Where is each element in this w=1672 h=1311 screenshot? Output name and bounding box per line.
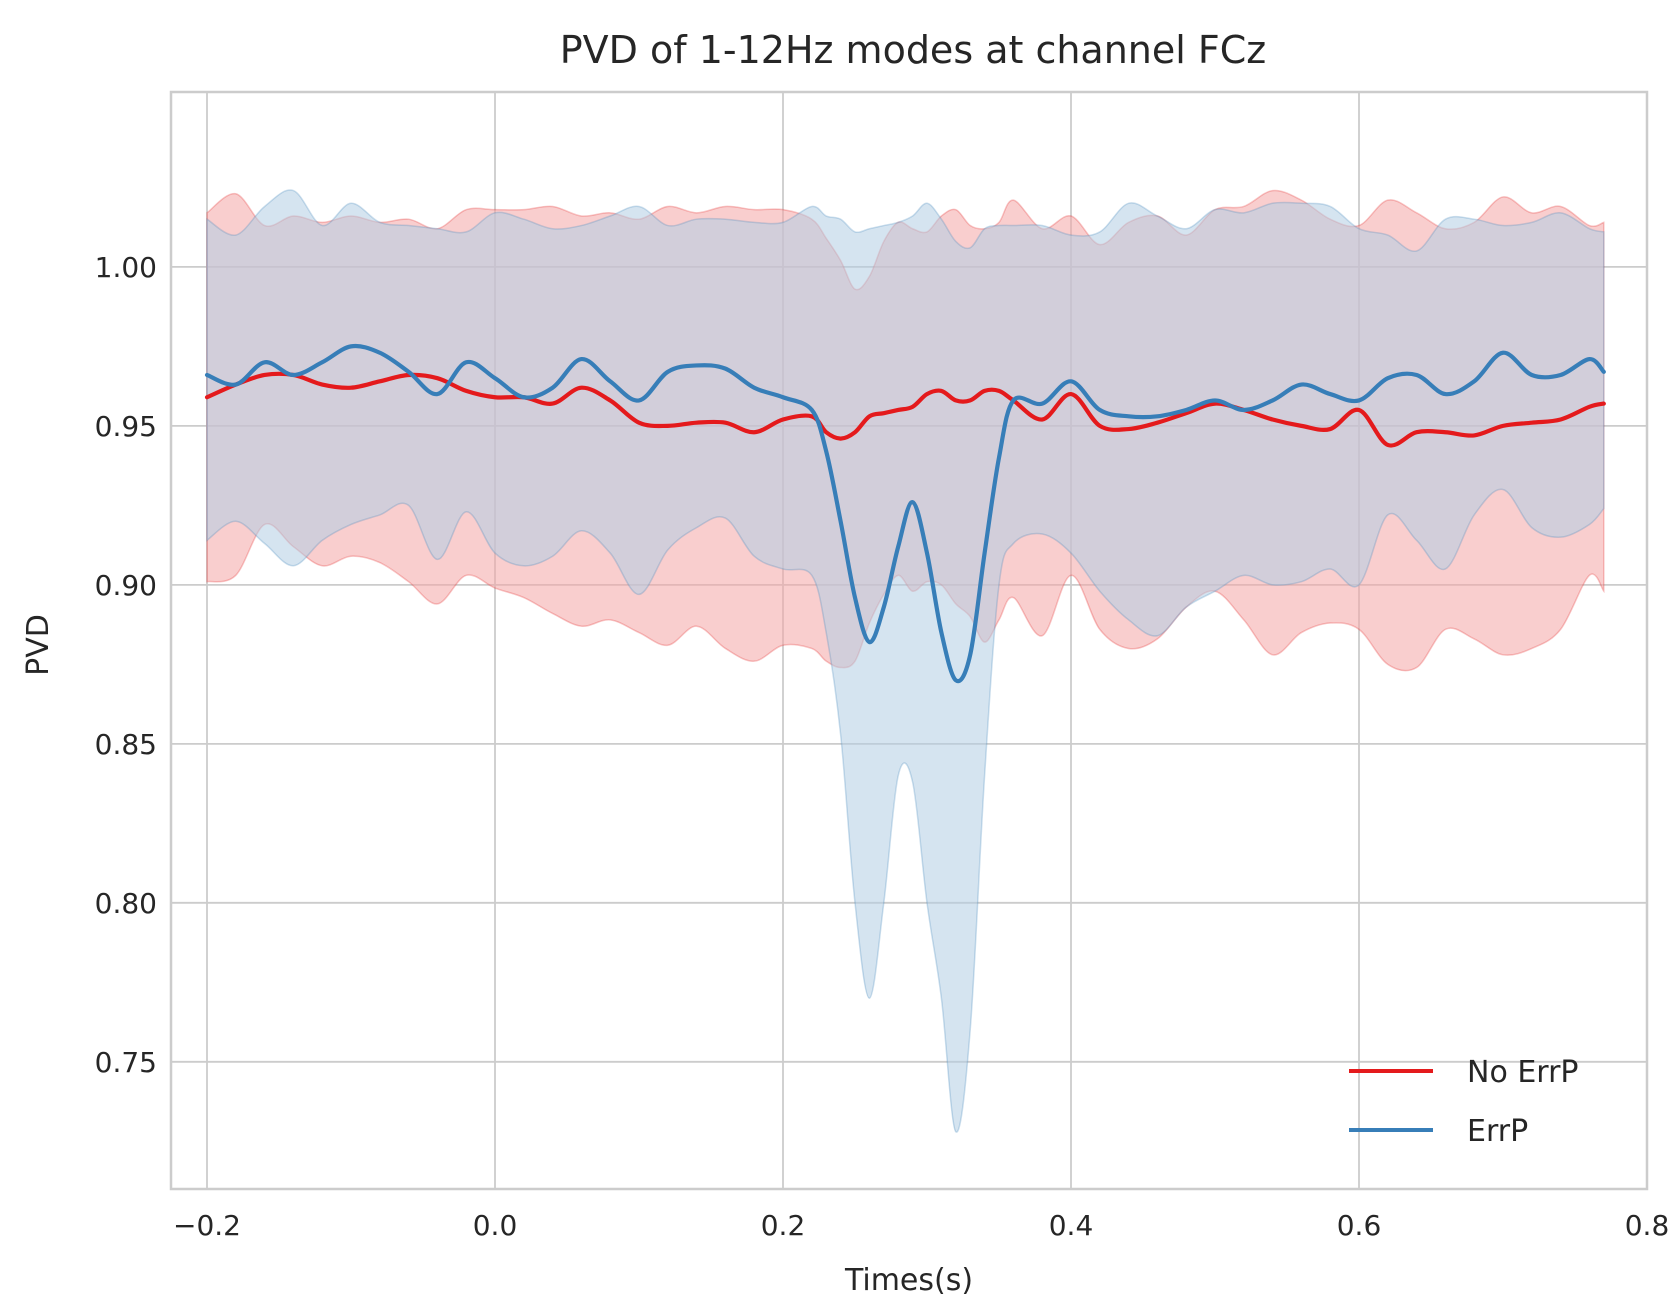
x-tick-label: 0.2 (761, 1209, 806, 1242)
y-tick-label: 0.85 (95, 728, 157, 761)
legend: No ErrP ErrP (1349, 1055, 1579, 1149)
line-no-errp (204, 371, 1606, 448)
y-tick-label: 0.75 (95, 1046, 157, 1079)
series-lines (204, 343, 1606, 684)
x-axis-title: Times(s) (844, 1263, 973, 1298)
line-errp (204, 343, 1606, 684)
x-tick-label: 0.4 (1049, 1209, 1094, 1242)
y-tick-label: 0.95 (95, 410, 157, 443)
x-tick-label: 0.0 (473, 1209, 518, 1242)
confidence-bands (206, 189, 1605, 1133)
plot-area (169, 90, 1649, 1191)
y-tick-label: 0.90 (95, 569, 157, 602)
x-tick-label: 0.6 (1337, 1209, 1382, 1242)
x-tick-label: 0.8 (1625, 1209, 1670, 1242)
chart-title: PVD of 1-12Hz modes at channel FCz (560, 28, 1267, 72)
tick-labels: −0.2 0.0 0.2 0.4 0.6 0.8 0.75 0.80 0.85 0.90 0.95 1… (95, 251, 1670, 1242)
y-axis-title: PVD (21, 614, 56, 676)
band-errp (206, 189, 1605, 1133)
legend-label-errp: ErrP (1467, 1114, 1528, 1149)
y-tick-label: 1.00 (95, 251, 157, 284)
legend-label-no-errp: No ErrP (1467, 1055, 1579, 1090)
y-tick-label: 0.80 (95, 887, 157, 920)
plot-frame (169, 90, 1649, 1191)
x-tick-label: −0.2 (173, 1209, 241, 1242)
